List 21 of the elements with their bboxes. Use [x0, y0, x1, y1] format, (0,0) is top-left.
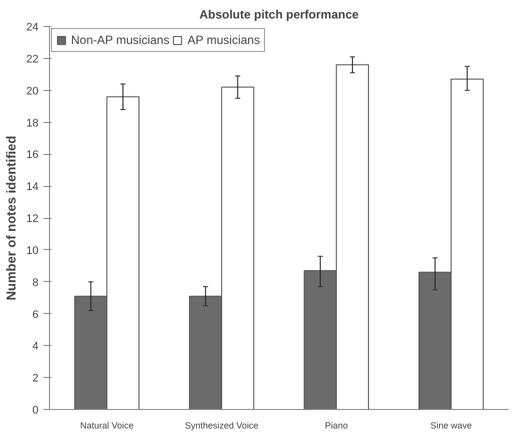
y-tick-label: 16 [26, 149, 39, 162]
y-tick-label: 2 [32, 372, 39, 385]
y-tick-label: 4 [32, 340, 39, 353]
y-tick-label: 0 [32, 404, 39, 416]
legend-label: Non-AP musicians [71, 33, 170, 47]
x-tick-label: Natural Voice [80, 420, 134, 430]
y-tick-label: 24 [26, 22, 39, 34]
y-tick-label: 18 [26, 117, 39, 130]
x-tick-label: Synthesized Voice [184, 420, 258, 430]
y-tick-label: 20 [26, 85, 39, 98]
y-axis-title: Number of notes identified [3, 136, 18, 300]
y-tick-label: 10 [26, 244, 39, 257]
x-tick-label: Sine wave [430, 420, 472, 430]
y-tick-label: 12 [26, 213, 39, 225]
legend-label: AP musicians [187, 33, 260, 47]
y-tick-label: 22 [26, 53, 39, 66]
y-tick-label: 14 [26, 181, 39, 194]
chart-title: Absolute pitch performance [199, 8, 360, 22]
y-tick-label: 8 [32, 276, 39, 289]
x-tick-label: Piano [324, 420, 348, 430]
y-tick-label: 6 [32, 308, 39, 321]
